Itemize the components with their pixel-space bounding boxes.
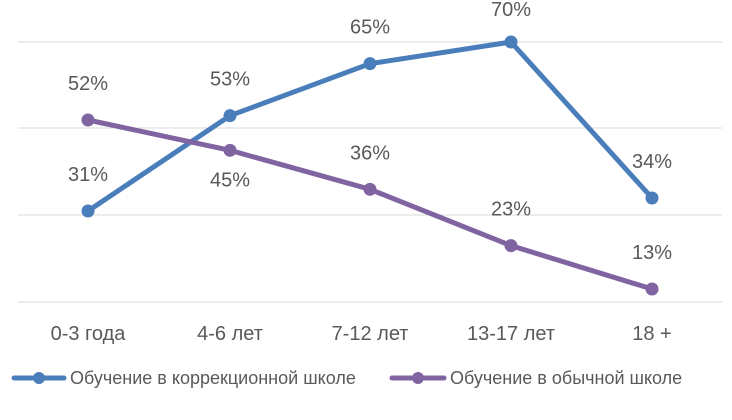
- data-point: [81, 113, 95, 127]
- gridlines: [18, 41, 722, 303]
- data-point: [363, 182, 377, 196]
- data-point: [504, 239, 518, 253]
- series-1: [81, 35, 659, 218]
- data-label: 34%: [632, 151, 672, 173]
- series-2: [81, 113, 659, 296]
- data-label: 23%: [491, 199, 531, 221]
- data-point: [223, 109, 237, 123]
- data-labels: 31% 53% 65% 70% 34% 52% 45% 36% 23% 13%: [68, 0, 672, 264]
- data-label: 53%: [210, 69, 250, 91]
- series-lines: [81, 35, 659, 296]
- legend-label: Обучение в коррекционной школе: [70, 368, 356, 388]
- legend-swatch-marker: [412, 372, 424, 384]
- data-point: [504, 35, 518, 49]
- x-tick-label: 18 +: [632, 323, 671, 345]
- x-tick-label: 0-3 года: [51, 323, 127, 345]
- data-label: 65%: [350, 17, 390, 39]
- x-tick-label: 13-17 лет: [467, 323, 555, 345]
- legend-item: Обучение в обычной школе: [389, 368, 682, 388]
- legend: Обучение в коррекционной школе Обучение в…: [11, 368, 682, 388]
- x-tick-label: 4-6 лет: [197, 323, 263, 345]
- legend-swatch-marker: [33, 372, 45, 384]
- data-label: 52%: [68, 73, 108, 95]
- data-point: [223, 143, 237, 157]
- data-label: 13%: [632, 242, 672, 264]
- x-axis-ticks: 0-3 года 4-6 лет 7-12 лет 13-17 лет 18 +: [51, 323, 672, 345]
- data-label: 31%: [68, 164, 108, 186]
- data-point: [81, 204, 95, 218]
- data-label: 70%: [491, 0, 531, 21]
- data-label: 36%: [350, 142, 390, 164]
- x-tick-label: 7-12 лет: [332, 323, 409, 345]
- data-point: [645, 282, 659, 296]
- data-point: [363, 57, 377, 71]
- data-label: 45%: [210, 169, 250, 191]
- data-point: [645, 191, 659, 205]
- legend-item: Обучение в коррекционной школе: [11, 368, 356, 388]
- legend-label: Обучение в обычной школе: [450, 368, 682, 388]
